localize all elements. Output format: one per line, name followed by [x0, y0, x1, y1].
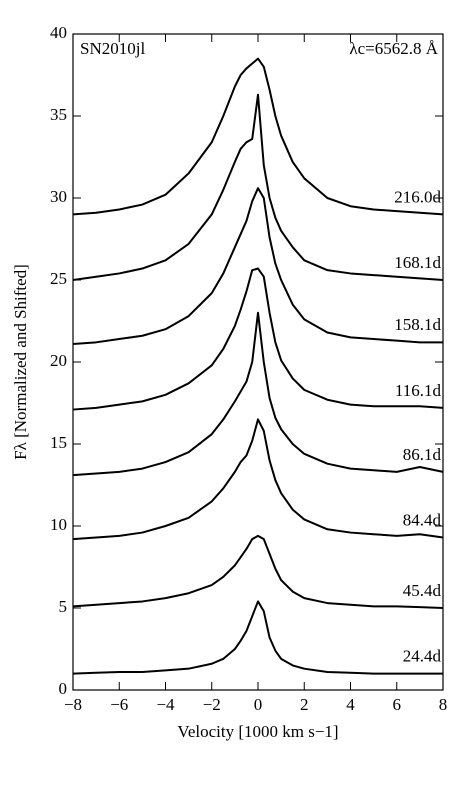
spectrum-line: [72, 418, 444, 541]
series-label: 216.0d: [394, 187, 441, 206]
series-label: 24.4d: [403, 647, 442, 666]
series-label: 116.1d: [395, 381, 442, 400]
y-tick-label: 5: [59, 597, 68, 616]
y-tick-label: 0: [59, 679, 68, 698]
y-tick-label: 20: [50, 351, 67, 370]
y-tick-label: 35: [50, 105, 67, 124]
annotation: λc=6562.8 Å: [349, 39, 438, 58]
x-tick-label: 4: [346, 695, 355, 714]
x-tick-label: 8: [439, 695, 448, 714]
spectrum-line: [72, 311, 444, 477]
series-label: 45.4d: [403, 581, 442, 600]
spectrum-line: [72, 267, 444, 411]
x-tick-label: −8: [64, 695, 82, 714]
y-tick-label: 25: [50, 269, 67, 288]
y-tick-label: 10: [50, 515, 67, 534]
spectrum-line: [72, 57, 444, 216]
x-tick-label: 6: [393, 695, 402, 714]
series-label: 158.1d: [394, 315, 441, 334]
spectrum-line: [72, 600, 443, 675]
y-tick-label: 40: [50, 23, 67, 42]
spectrum-line: [72, 187, 443, 345]
series-label: 86.1d: [403, 445, 442, 464]
x-tick-label: −6: [110, 695, 128, 714]
spectrum-line: [72, 534, 444, 609]
series-label: 168.1d: [394, 253, 441, 272]
x-tick-label: 2: [300, 695, 309, 714]
y-tick-label: 15: [50, 433, 67, 452]
spectrum-line: [72, 93, 444, 281]
y-axis-label: Fλ [Normalized and Shifted]: [11, 264, 30, 460]
x-tick-label: 0: [254, 695, 263, 714]
x-tick-label: −4: [156, 695, 175, 714]
x-tick-label: −2: [203, 695, 221, 714]
series-label: 84.4d: [403, 510, 442, 529]
x-axis-label: Velocity [1000 km s−1]: [177, 722, 338, 741]
annotation: SN2010jl: [80, 39, 145, 58]
y-tick-label: 30: [50, 187, 67, 206]
plot-frame: [72, 33, 444, 691]
